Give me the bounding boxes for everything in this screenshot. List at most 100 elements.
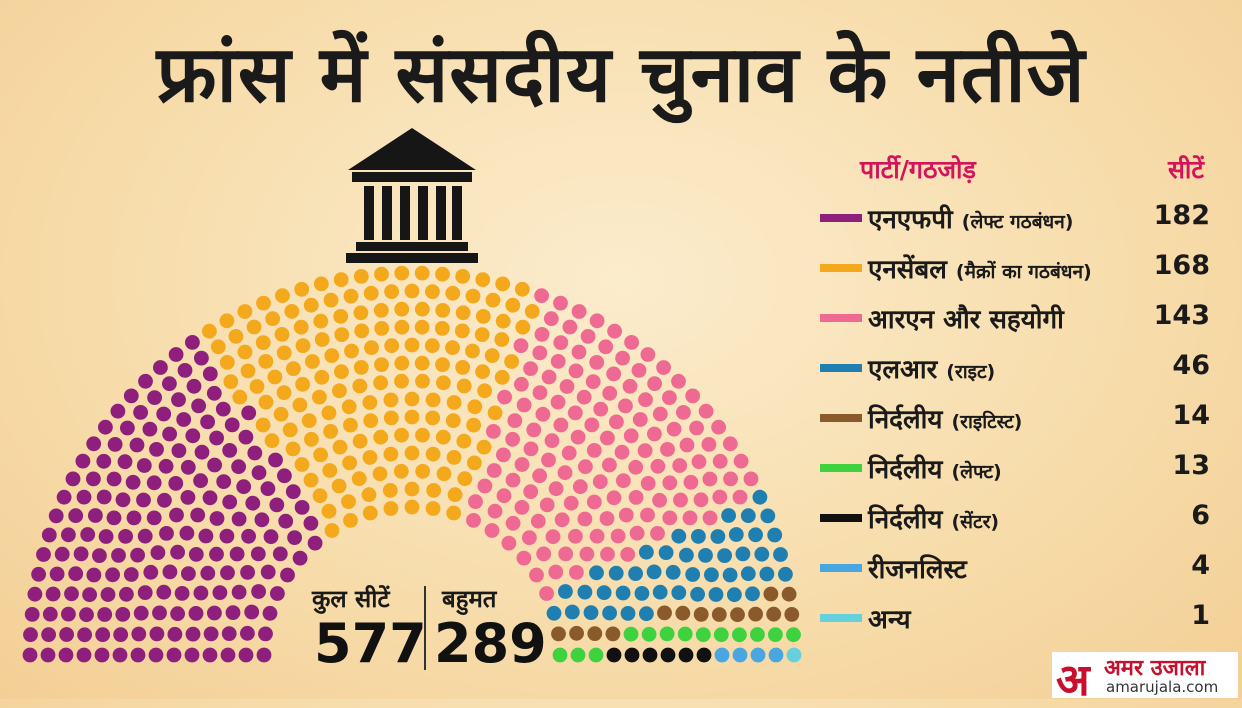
seat-dot bbox=[652, 406, 668, 422]
seat-dot bbox=[446, 505, 462, 521]
seat-dot bbox=[567, 405, 583, 421]
seat-dot bbox=[177, 363, 193, 378]
seat-dot bbox=[220, 647, 236, 663]
seat-dot bbox=[609, 414, 624, 430]
seat-dot bbox=[251, 465, 267, 481]
seat-dot bbox=[352, 433, 368, 449]
seat-dot bbox=[623, 428, 639, 444]
seat-dot bbox=[170, 544, 186, 560]
seat-dot bbox=[583, 605, 599, 620]
seat-dot bbox=[679, 547, 694, 563]
seat-dot bbox=[589, 565, 604, 581]
seat-dot bbox=[773, 547, 788, 562]
seat-dot bbox=[548, 481, 564, 497]
seat-dot bbox=[415, 463, 431, 479]
seat-dot bbox=[269, 497, 285, 513]
seat-dot bbox=[708, 587, 724, 602]
seat-dot bbox=[610, 528, 626, 544]
seat-dot bbox=[748, 527, 763, 543]
seat-dot bbox=[374, 321, 390, 336]
seat-dot bbox=[455, 360, 471, 375]
seat-dot bbox=[760, 508, 776, 524]
seat-dot bbox=[494, 332, 510, 347]
seat-dot bbox=[76, 647, 92, 663]
seat-dot bbox=[293, 319, 309, 335]
seat-dot bbox=[466, 417, 481, 433]
seat-dot bbox=[631, 363, 647, 378]
seat-dot bbox=[550, 354, 566, 369]
seat-dot bbox=[404, 337, 420, 353]
seat-dot bbox=[256, 295, 271, 311]
seat-dot bbox=[294, 457, 310, 472]
seat-dot bbox=[49, 566, 65, 582]
seat-dot bbox=[551, 626, 566, 642]
seat-dot bbox=[505, 297, 521, 313]
seat-dot bbox=[303, 472, 319, 488]
seat-dot bbox=[394, 265, 410, 281]
seat-dot bbox=[514, 376, 529, 392]
seat-dot bbox=[763, 586, 779, 602]
seat-dot bbox=[523, 361, 538, 376]
seat-dot bbox=[650, 458, 666, 474]
seat-dot bbox=[351, 471, 367, 487]
seat-dot bbox=[45, 586, 61, 602]
seat-dot bbox=[272, 546, 288, 562]
legend-value: 14 bbox=[1172, 400, 1210, 431]
seat-dot bbox=[352, 378, 368, 394]
seat-dot bbox=[287, 530, 302, 545]
seat-dot bbox=[722, 567, 738, 583]
seat-dot bbox=[414, 319, 430, 335]
seat-dot bbox=[190, 507, 206, 523]
seat-dot bbox=[466, 513, 481, 528]
seat-dot bbox=[152, 605, 167, 621]
seat-dot bbox=[341, 494, 356, 509]
seat-dot bbox=[496, 447, 511, 463]
seat-dot bbox=[477, 478, 493, 494]
seat-dot bbox=[138, 373, 153, 389]
seat-dot bbox=[168, 476, 184, 491]
seat-dot bbox=[98, 419, 113, 435]
legend-swatch bbox=[820, 564, 862, 572]
seat-dot bbox=[740, 508, 756, 524]
seat-dot bbox=[313, 276, 329, 292]
seat-dot bbox=[600, 430, 615, 446]
seat-dot bbox=[231, 459, 247, 475]
seat-dot bbox=[682, 510, 698, 526]
seat-dot bbox=[236, 479, 252, 495]
seat-dot bbox=[137, 528, 153, 544]
legend-swatch bbox=[820, 214, 862, 222]
seat-dot bbox=[240, 363, 256, 379]
seat-dot bbox=[207, 605, 222, 621]
seat-dot bbox=[212, 585, 228, 600]
seat-dot bbox=[445, 413, 461, 428]
seat-dot bbox=[415, 373, 430, 389]
seat-dot bbox=[495, 313, 511, 329]
seat-dot bbox=[24, 607, 40, 622]
seat-dot bbox=[696, 647, 712, 663]
seat-dot bbox=[650, 526, 665, 541]
seat-dot bbox=[526, 422, 542, 438]
seat-dot bbox=[732, 627, 747, 643]
seat-dot bbox=[570, 647, 586, 663]
seat-dot bbox=[115, 492, 131, 508]
seat-dot bbox=[86, 471, 101, 487]
seat-dot bbox=[717, 548, 732, 563]
seat-dot bbox=[568, 528, 583, 544]
seat-dot bbox=[146, 475, 162, 491]
seat-dot bbox=[507, 413, 523, 428]
seat-dot bbox=[445, 340, 460, 356]
seat-dot bbox=[312, 389, 327, 405]
seat-dot bbox=[618, 507, 634, 523]
seat-dot bbox=[546, 605, 562, 621]
seat-dot bbox=[778, 566, 793, 582]
seat-dot bbox=[539, 586, 554, 601]
seat-dot bbox=[246, 319, 262, 335]
seat-dot bbox=[585, 374, 601, 389]
seat-dot bbox=[435, 429, 451, 445]
seat-dot bbox=[425, 446, 441, 462]
seat-dot bbox=[496, 488, 512, 504]
legend-item: निर्दलीय (लेफ्ट) 13 bbox=[820, 448, 1220, 488]
seat-dot bbox=[186, 378, 202, 394]
legend-label: निर्दलीय (लेफ्ट) bbox=[868, 455, 1002, 485]
seat-dot bbox=[435, 357, 450, 372]
